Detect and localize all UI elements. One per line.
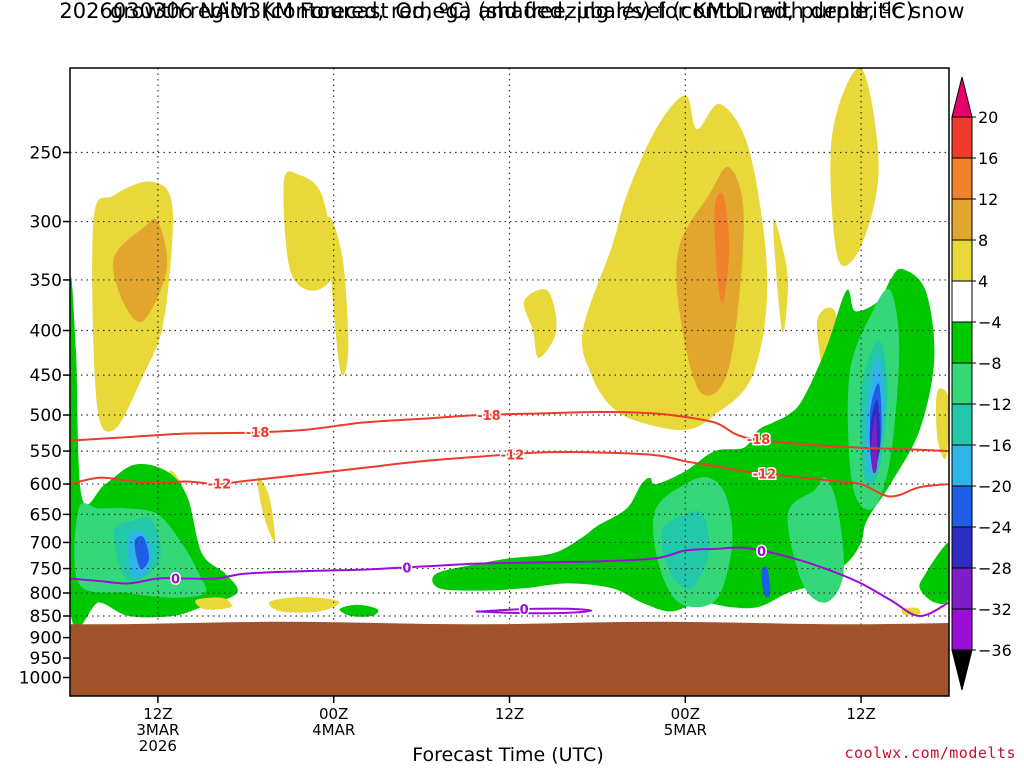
terrain-layer [70,621,949,696]
colorbar-label-4: 4 [978,272,988,291]
colorbar-label-2: 12 [978,190,998,209]
colorbar-label-10: −24 [978,518,1012,537]
x-tick-label-15-0: 00Z [319,705,348,723]
omega-region-3 [257,477,276,543]
colorbar-segment-10 [951,526,973,569]
omega-region-5 [327,216,349,376]
omega-region-6 [268,597,340,613]
colorbar-segment-2 [951,198,973,241]
dgz-minus12-label-1: -12 [501,448,525,463]
chart-title-line-1: 2026030306 NAM3KM Forecast Omega (shaded… [59,0,965,23]
omega-region-7 [523,289,557,358]
dgz-minus12-label-2: -12 [753,468,777,483]
omega-region-12 [830,68,879,266]
omega-region-32 [761,566,771,598]
omega-region-14 [935,388,949,460]
y-tick-label-850: 850 [30,607,62,627]
y-tick-label-250: 250 [30,144,62,164]
colorbar-segment-9 [951,485,973,528]
y-tick-label-750: 750 [30,560,62,580]
y-axis: 2503003504004505005506006507007508008509… [19,144,70,689]
omega-region-31 [871,414,878,474]
colorbar-segment-6 [951,362,973,405]
omega-region-4 [283,171,334,291]
colorbar: 20 16 12 8 4 −4 −8 −12 −16 −20 −24 −28 −32 −36 [951,76,1012,691]
colorbar-label-0: 20 [978,108,998,127]
colorbar-label-8: −16 [978,436,1012,455]
x-axis-label: Forecast Time (UTC) [412,744,604,766]
freezing-level-label-2: 0 [757,545,766,560]
colorbar-segment-8 [951,444,973,487]
y-tick-label-450: 450 [30,366,62,386]
colorbar-label-3: 8 [978,231,988,250]
x-tick-label-9-1: 3MAR [136,721,179,739]
y-tick-label-950: 950 [30,649,62,669]
colorbar-label-11: −28 [978,559,1012,578]
colorbar-segment-5 [951,321,973,364]
omega-region-33 [919,543,949,605]
omega-region-10 [714,192,730,303]
dgz-minus12-label-0: -12 [208,478,232,493]
y-tick-label-650: 650 [30,505,62,525]
y-tick-label-800: 800 [30,584,62,604]
colorbar-segment-0 [951,116,973,159]
colorbar-segment-7 [951,403,973,446]
freezing-loop-line [475,607,593,615]
y-tick-label-600: 600 [30,475,62,495]
colorbar-segment-3 [951,239,973,282]
x-tick-label-9-0: 12Z [143,705,172,723]
chart-title-line-2: growth region (contoured, red, ºC) and f… [110,0,914,23]
contour-layer: -18 -18 -18 -12 -12 -12 0 0 0 0 [70,407,949,620]
x-tick-label-9-2: 2026 [139,737,177,755]
dgz-minus12-line [70,451,949,498]
colorbar-segment-11 [951,567,973,610]
colorbar-label-5: −4 [978,313,1002,332]
freezing-loop-label-0: 0 [520,603,529,618]
omega-region-34 [195,597,232,610]
y-tick-label-550: 550 [30,442,62,462]
omega-region-21 [339,604,379,617]
colorbar-label-12: −32 [978,600,1012,619]
dgz-minus18-line [70,410,949,453]
y-tick-label-1000: 1000 [19,669,62,689]
y-tick-label-500: 500 [30,406,62,426]
y-tick-label-400: 400 [30,322,62,342]
colorbar-segment-4 [951,280,973,323]
credit-text: coolwx.com/modelts [844,744,1016,762]
colorbar-label-9: −20 [978,477,1012,496]
dgz-minus18-label-1: -18 [477,409,501,424]
omega-region-20 [134,535,150,570]
omega-region-11 [773,219,788,333]
x-tick-label-27-0: 00Z [671,705,700,723]
colorbar-segment-1 [951,157,973,200]
x-tick-label-21-0: 12Z [495,705,524,723]
dgz-minus18-label-0: -18 [246,426,270,441]
colorbar-top-arrow [951,76,973,118]
omega-shading-layer [70,68,949,629]
x-tick-label-15-1: 4MAR [312,721,355,739]
y-tick-label-350: 350 [30,271,62,291]
dgz-minus18-label-2: -18 [747,433,771,448]
x-tick-label-33-0: 12Z [846,705,875,723]
y-tick-label-700: 700 [30,533,62,553]
omega-region-1 [113,218,168,323]
colorbar-bottom-arrow [951,649,973,691]
colorbar-label-1: 16 [978,149,998,168]
freezing-level-label-1: 0 [402,561,411,576]
y-tick-label-300: 300 [30,213,62,233]
colorbar-label-7: −12 [978,395,1012,414]
y-tick-label-900: 900 [30,629,62,649]
colorbar-label-6: −8 [978,354,1002,373]
freezing-level-label-0: 0 [171,573,180,588]
terrain-ground [70,621,949,696]
freezing-level-line [70,546,949,618]
colorbar-label-13: −36 [978,641,1012,660]
x-tick-label-27-1: 5MAR [664,721,707,739]
colorbar-segment-12 [951,608,973,651]
